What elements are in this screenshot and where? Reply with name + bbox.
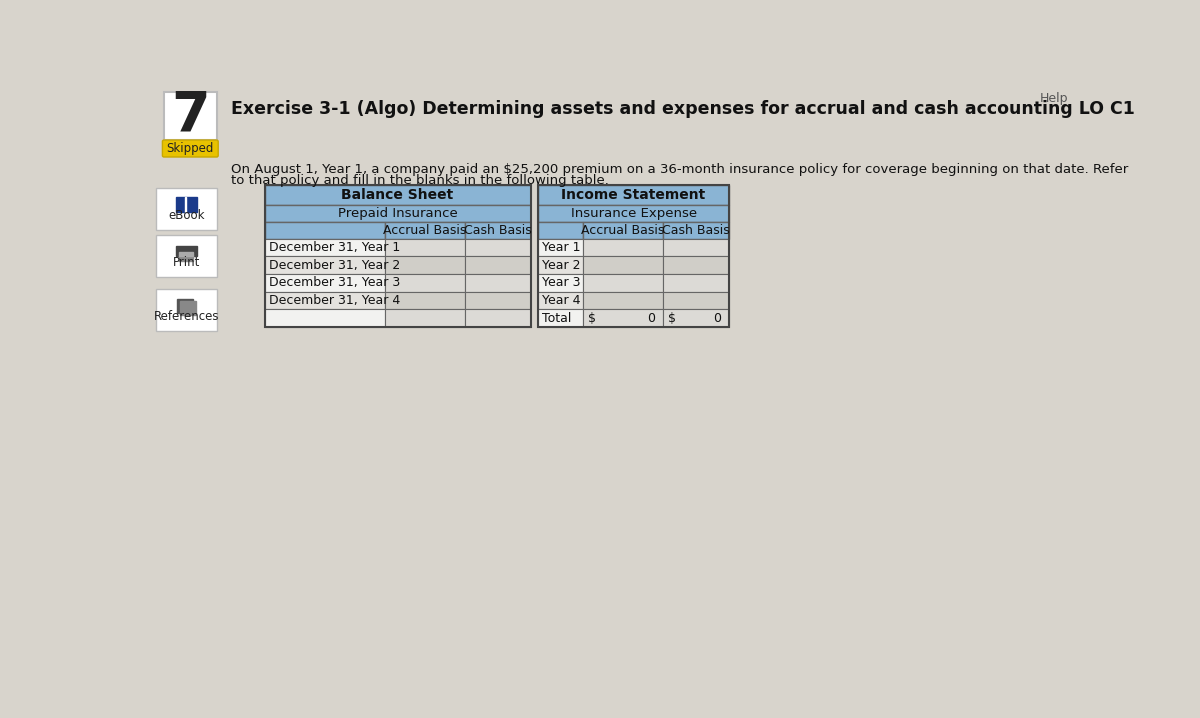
Bar: [539, 222, 583, 238]
Text: 0: 0: [647, 312, 655, 325]
Text: Income Statement: Income Statement: [562, 187, 706, 202]
Text: Year 2: Year 2: [542, 258, 581, 271]
Text: $: $: [588, 312, 596, 325]
Text: Balance Sheet: Balance Sheet: [342, 187, 454, 202]
Bar: [664, 309, 728, 327]
Bar: [583, 309, 664, 327]
Bar: [530, 222, 539, 238]
Bar: [539, 205, 728, 222]
Bar: [664, 238, 728, 256]
Bar: [530, 274, 539, 292]
Bar: [265, 222, 385, 238]
Bar: [464, 292, 530, 309]
Bar: [664, 274, 728, 292]
Bar: [583, 222, 664, 238]
Bar: [385, 292, 464, 309]
Bar: [539, 185, 728, 327]
Text: Cash Basis: Cash Basis: [662, 223, 730, 237]
Bar: [164, 93, 217, 140]
Text: Help: Help: [1040, 93, 1068, 106]
Bar: [156, 289, 217, 331]
Text: Print: Print: [173, 256, 200, 269]
Bar: [156, 235, 217, 277]
Text: December 31, Year 1: December 31, Year 1: [269, 241, 401, 254]
Bar: [583, 238, 664, 256]
Text: References: References: [154, 310, 220, 323]
Bar: [530, 238, 539, 256]
Bar: [530, 292, 539, 309]
Text: Year 1: Year 1: [542, 241, 581, 254]
Text: $: $: [667, 312, 676, 325]
Bar: [539, 185, 728, 205]
Text: December 31, Year 4: December 31, Year 4: [269, 294, 401, 307]
Bar: [265, 309, 385, 327]
Bar: [265, 185, 530, 205]
Text: Accrual Basis: Accrual Basis: [383, 223, 467, 237]
Bar: [539, 274, 583, 292]
Text: Skipped: Skipped: [167, 142, 214, 155]
Text: to that policy and fill in the blanks in the following table.: to that policy and fill in the blanks in…: [232, 174, 610, 187]
Bar: [464, 274, 530, 292]
Bar: [180, 255, 193, 261]
Bar: [583, 274, 664, 292]
Bar: [464, 256, 530, 274]
Text: 0: 0: [713, 312, 721, 325]
Bar: [385, 309, 464, 327]
Bar: [385, 256, 464, 274]
Bar: [583, 292, 664, 309]
Bar: [530, 185, 539, 205]
Bar: [265, 185, 530, 327]
Bar: [664, 256, 728, 274]
Text: Cash Basis: Cash Basis: [463, 223, 532, 237]
Bar: [180, 301, 196, 315]
Bar: [530, 256, 539, 274]
Text: Prepaid Insurance: Prepaid Insurance: [337, 207, 457, 220]
Bar: [583, 256, 664, 274]
Bar: [539, 309, 583, 327]
Text: Year 4: Year 4: [542, 294, 581, 307]
Bar: [530, 205, 539, 222]
Text: Year 3: Year 3: [542, 276, 581, 289]
Bar: [265, 256, 385, 274]
Bar: [265, 274, 385, 292]
Bar: [385, 274, 464, 292]
Text: Total: Total: [542, 312, 571, 325]
Bar: [178, 299, 193, 313]
Text: On August 1, Year 1, a company paid an $25,200 premium on a 36-month insurance p: On August 1, Year 1, a company paid an $…: [232, 163, 1129, 176]
Text: Insurance Expense: Insurance Expense: [570, 207, 697, 220]
Bar: [539, 238, 583, 256]
Bar: [175, 197, 197, 213]
Bar: [539, 292, 583, 309]
Bar: [539, 256, 583, 274]
Text: Exercise 3-1 (Algo) Determining assets and expenses for accrual and cash account: Exercise 3-1 (Algo) Determining assets a…: [232, 101, 1135, 118]
Bar: [464, 222, 530, 238]
Bar: [464, 309, 530, 327]
Text: December 31, Year 3: December 31, Year 3: [269, 276, 401, 289]
Text: eBook: eBook: [168, 210, 205, 223]
Text: 7: 7: [170, 88, 210, 142]
Bar: [265, 238, 385, 256]
Bar: [530, 309, 539, 327]
Bar: [156, 188, 217, 230]
FancyBboxPatch shape: [162, 140, 218, 157]
Bar: [265, 292, 385, 309]
Bar: [385, 222, 464, 238]
Text: Accrual Basis: Accrual Basis: [582, 223, 665, 237]
Bar: [664, 222, 728, 238]
Bar: [664, 292, 728, 309]
Bar: [180, 252, 193, 256]
Bar: [185, 197, 186, 213]
Bar: [176, 246, 197, 256]
Bar: [464, 238, 530, 256]
Bar: [265, 205, 530, 222]
Bar: [385, 238, 464, 256]
Text: December 31, Year 2: December 31, Year 2: [269, 258, 401, 271]
